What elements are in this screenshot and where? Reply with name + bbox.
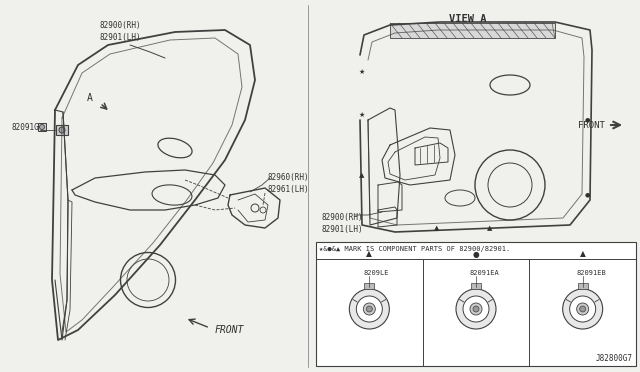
Circle shape bbox=[59, 127, 65, 133]
Text: 82091EB: 82091EB bbox=[577, 270, 607, 276]
Text: ●: ● bbox=[584, 192, 589, 198]
Text: 82960(RH)
82961(LH): 82960(RH) 82961(LH) bbox=[268, 173, 310, 194]
Bar bbox=[38, 123, 46, 131]
Bar bbox=[364, 283, 374, 289]
Circle shape bbox=[366, 306, 372, 312]
Text: ▲: ▲ bbox=[580, 250, 586, 259]
Circle shape bbox=[473, 306, 479, 312]
Text: 82091EA: 82091EA bbox=[470, 270, 500, 276]
Text: ▲: ▲ bbox=[487, 225, 493, 231]
Circle shape bbox=[463, 296, 489, 322]
Text: VIEW A: VIEW A bbox=[449, 14, 487, 24]
Text: ●: ● bbox=[584, 118, 589, 122]
Text: 8209LE: 8209LE bbox=[364, 270, 389, 276]
Text: J82800G7: J82800G7 bbox=[596, 354, 633, 363]
Text: 82900(RH)
82901(LH): 82900(RH) 82901(LH) bbox=[99, 21, 141, 42]
Text: FRONT: FRONT bbox=[215, 325, 244, 335]
Text: ▲: ▲ bbox=[435, 225, 440, 231]
Bar bbox=[471, 283, 481, 289]
Circle shape bbox=[580, 306, 586, 312]
Circle shape bbox=[364, 303, 375, 315]
Bar bbox=[316, 242, 636, 366]
Text: A: A bbox=[87, 93, 93, 103]
Circle shape bbox=[577, 303, 589, 315]
Bar bbox=[578, 283, 588, 289]
Text: ★: ★ bbox=[359, 112, 365, 118]
Text: FRONT: FRONT bbox=[578, 121, 605, 129]
Text: ▲: ▲ bbox=[366, 250, 372, 259]
Circle shape bbox=[470, 303, 482, 315]
Text: ●: ● bbox=[473, 250, 479, 259]
Bar bbox=[390, 23, 555, 38]
Text: ★&●&▲ MARK IS COMPONENT PARTS OF 82900/82901.: ★&●&▲ MARK IS COMPONENT PARTS OF 82900/8… bbox=[319, 246, 510, 252]
Bar bbox=[56, 125, 68, 135]
Text: ★: ★ bbox=[359, 69, 365, 75]
Text: ▲: ▲ bbox=[359, 172, 365, 178]
Circle shape bbox=[563, 289, 603, 329]
Circle shape bbox=[456, 289, 496, 329]
Circle shape bbox=[349, 289, 389, 329]
Circle shape bbox=[570, 296, 596, 322]
Circle shape bbox=[356, 296, 382, 322]
Circle shape bbox=[40, 125, 45, 129]
Text: 82900(RH)
82901(LH): 82900(RH) 82901(LH) bbox=[322, 213, 364, 234]
Text: 82091G: 82091G bbox=[12, 122, 40, 131]
